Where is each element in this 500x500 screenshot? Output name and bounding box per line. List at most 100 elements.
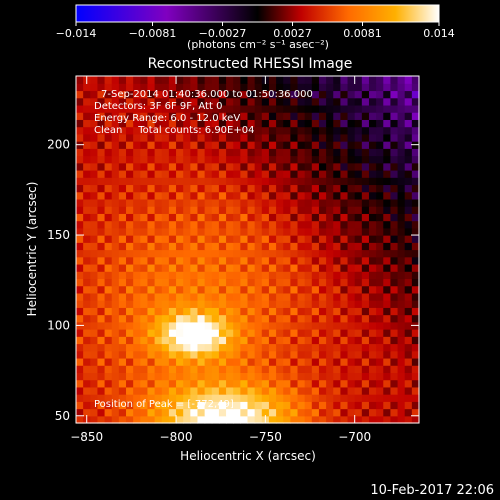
heatmap-cell — [261, 220, 270, 229]
heatmap-cell — [361, 83, 370, 92]
heatmap-cell — [268, 321, 277, 330]
heatmap-cell — [133, 141, 141, 149]
heatmap-cell — [283, 169, 291, 178]
annotation-clean: Clean Total counts: 6.90E+04 — [94, 125, 254, 136]
heatmap-cell — [190, 329, 199, 337]
heatmap-cell — [404, 401, 413, 410]
heatmap-cell — [168, 394, 177, 402]
heatmap-cell — [297, 292, 306, 301]
heatmap-cell — [397, 227, 406, 236]
heatmap-cell — [211, 357, 220, 366]
heatmap-cell — [197, 256, 206, 265]
heatmap-cell — [83, 155, 91, 164]
heatmap-cell — [304, 401, 313, 410]
heatmap-cell — [333, 83, 341, 92]
heatmap-cell — [326, 394, 334, 402]
heatmap-cell — [118, 104, 127, 113]
heatmap-cell — [147, 408, 156, 417]
heatmap-cell — [83, 386, 91, 395]
heatmap-cell — [176, 148, 184, 157]
heatmap-cell — [147, 292, 156, 301]
heatmap-cell — [390, 169, 399, 178]
heatmap-cell — [361, 336, 370, 345]
heatmap-cell — [347, 213, 356, 222]
heatmap-cell — [161, 271, 170, 280]
heatmap-cell — [168, 220, 177, 229]
heatmap-cell — [333, 278, 341, 287]
heatmap-cell — [276, 90, 284, 99]
heatmap-cell — [290, 191, 299, 200]
heatmap-cell — [133, 300, 141, 308]
heatmap-cell — [340, 191, 349, 200]
heatmap-cell — [354, 169, 363, 178]
heatmap-cell — [368, 148, 377, 157]
heatmap-cell — [183, 329, 191, 337]
heatmap-cell — [176, 76, 184, 84]
heatmap-cell — [368, 220, 377, 229]
heatmap-cell — [233, 112, 241, 120]
heatmap-cell — [218, 307, 227, 316]
heatmap-cell — [133, 292, 141, 301]
heatmap-cell — [404, 90, 413, 99]
heatmap-cell — [247, 220, 256, 229]
x-tick-label: −750 — [249, 430, 282, 444]
heatmap-cell — [297, 372, 306, 381]
heatmap-cell — [404, 162, 413, 171]
heatmap-cell — [247, 256, 256, 265]
heatmap-cell — [290, 83, 299, 92]
heatmap-cell — [111, 177, 120, 186]
heatmap-cell — [290, 177, 299, 186]
heatmap-cell — [347, 357, 356, 366]
heatmap-cell — [233, 343, 241, 352]
heatmap-cell — [318, 242, 327, 251]
heatmap-cell — [383, 321, 392, 330]
heatmap-cell — [354, 177, 363, 186]
heatmap-cell — [347, 235, 356, 243]
heatmap-cell — [83, 271, 91, 280]
heatmap-cell — [361, 119, 370, 128]
heatmap-cell — [397, 155, 406, 164]
heatmap-cell — [247, 155, 256, 164]
heatmap-cell — [211, 271, 220, 280]
heatmap-cell — [283, 408, 291, 417]
heatmap-cell — [76, 169, 84, 178]
heatmap-cell — [161, 155, 170, 164]
heatmap-cell — [318, 162, 327, 171]
heatmap-cell — [297, 336, 306, 345]
heatmap-cell — [376, 227, 384, 236]
heatmap-cell — [397, 133, 406, 142]
heatmap-cell — [240, 357, 249, 366]
heatmap-cell — [76, 155, 84, 164]
heatmap-cell — [97, 227, 106, 236]
heatmap-cell — [76, 184, 84, 193]
footer-timestamp: 10-Feb-2017 22:06 — [370, 483, 494, 498]
heatmap-cell — [347, 336, 356, 345]
heatmap-cell — [247, 415, 256, 424]
heatmap-cell — [333, 177, 341, 186]
heatmap-cell — [140, 271, 149, 280]
heatmap-cell — [118, 394, 127, 402]
heatmap-cell — [240, 198, 249, 207]
heatmap-cell — [218, 394, 227, 402]
heatmap-cell — [297, 148, 306, 157]
heatmap-cell — [211, 300, 220, 308]
heatmap-cell — [390, 300, 399, 308]
heatmap-cell — [383, 329, 392, 337]
heatmap-cell — [404, 112, 413, 120]
heatmap-cell — [161, 198, 170, 207]
heatmap-cell — [147, 278, 156, 287]
heatmap-cell — [247, 148, 256, 157]
heatmap-cell — [218, 285, 227, 294]
heatmap-cell — [126, 119, 134, 128]
heatmap-cell — [311, 263, 320, 272]
heatmap-cell — [368, 162, 377, 171]
heatmap-cell — [83, 162, 91, 171]
heatmap-cell — [226, 300, 234, 308]
heatmap-cell — [254, 162, 263, 171]
heatmap-cell — [297, 104, 306, 113]
heatmap-cell — [140, 329, 149, 337]
heatmap-cell — [183, 242, 191, 251]
heatmap-cell — [240, 329, 249, 337]
heatmap-cell — [154, 119, 163, 128]
heatmap-cell — [247, 300, 256, 308]
